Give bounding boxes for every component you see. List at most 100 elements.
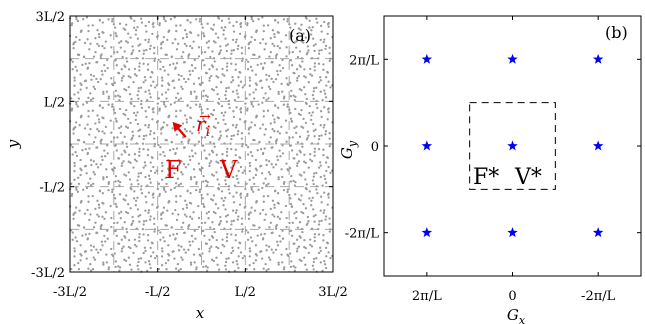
particle-point xyxy=(77,224,81,227)
particle-point xyxy=(310,227,314,230)
particle-point xyxy=(219,45,222,48)
particle-point xyxy=(175,200,178,203)
particle-point xyxy=(128,93,132,96)
particle-point xyxy=(183,128,187,131)
particle-point xyxy=(85,257,88,260)
particle-point xyxy=(290,205,293,208)
particle-point xyxy=(201,166,204,170)
particle-point xyxy=(253,139,256,142)
particle-point xyxy=(133,238,137,241)
particle-point xyxy=(93,173,97,176)
particle-point xyxy=(210,87,214,91)
particle-point xyxy=(280,168,283,171)
particle-point xyxy=(259,233,263,236)
particle-point xyxy=(121,226,124,229)
particle-point xyxy=(230,233,233,236)
particle-point xyxy=(257,103,260,106)
particle-point xyxy=(328,46,331,49)
particle-point xyxy=(203,221,207,224)
particle-point xyxy=(319,90,322,93)
particle-point xyxy=(219,81,223,84)
particle-point xyxy=(149,96,152,99)
particle-point xyxy=(230,166,233,169)
particle-point xyxy=(163,103,166,106)
particle-point xyxy=(322,40,325,44)
particle-point xyxy=(249,151,253,154)
particle-point xyxy=(133,73,137,76)
particle-point xyxy=(119,217,122,220)
particle-point xyxy=(89,262,92,266)
particle-point xyxy=(86,38,89,41)
particle-point xyxy=(265,159,268,162)
particle-point xyxy=(185,203,188,206)
particle-point xyxy=(225,220,229,223)
particle-point xyxy=(197,119,200,122)
particle-point xyxy=(97,203,101,206)
particle-point xyxy=(247,217,251,220)
particle-point xyxy=(96,199,99,202)
particle-point xyxy=(70,97,73,100)
particle-point xyxy=(197,34,200,37)
particle-point xyxy=(182,77,186,81)
particle-point xyxy=(118,184,121,187)
particle-point xyxy=(104,240,107,243)
particle-point xyxy=(142,166,145,169)
particle-point xyxy=(298,235,301,238)
particle-point xyxy=(281,90,284,93)
particle-point xyxy=(88,133,91,136)
particle-point xyxy=(175,133,179,136)
reciprocal-lattice-star xyxy=(507,227,518,238)
particle-point xyxy=(184,199,187,202)
particle-point xyxy=(313,236,316,239)
particle-point xyxy=(281,229,284,232)
particle-point xyxy=(118,193,122,196)
particle-point xyxy=(234,239,237,242)
particle-point xyxy=(255,254,258,257)
particle-point xyxy=(271,128,274,131)
particle-point xyxy=(130,97,133,101)
particle-point xyxy=(139,171,143,175)
particle-point xyxy=(273,203,276,206)
particle-point xyxy=(162,186,166,189)
particle-point xyxy=(326,118,329,121)
particle-point xyxy=(324,218,327,221)
particle-point xyxy=(93,258,97,261)
particle-point xyxy=(92,226,96,229)
particle-point xyxy=(101,73,104,76)
particle-point xyxy=(181,173,184,176)
particle-point xyxy=(208,247,211,250)
particle-point xyxy=(250,186,253,189)
particle-point xyxy=(171,127,174,130)
particle-point xyxy=(215,160,218,163)
particle-point xyxy=(115,34,118,37)
particle-point xyxy=(82,188,85,191)
panel-a-gridlines xyxy=(70,16,333,272)
particle-point xyxy=(73,255,76,258)
particle-point xyxy=(246,107,249,110)
particle-point xyxy=(276,44,280,48)
particle-point xyxy=(162,101,166,104)
particle-point xyxy=(131,215,134,219)
particle-point xyxy=(138,236,141,239)
particle-point xyxy=(193,261,196,264)
particle-point xyxy=(160,93,164,96)
particle-point xyxy=(253,53,256,57)
particle-point xyxy=(267,182,270,185)
particle-point xyxy=(237,246,240,250)
particle-point xyxy=(139,188,143,191)
particle-point xyxy=(312,44,315,47)
particle-point xyxy=(205,242,208,245)
particle-point xyxy=(138,154,141,157)
particle-point xyxy=(325,255,328,258)
particle-point xyxy=(160,161,164,165)
particle-point xyxy=(282,268,286,271)
particle-point xyxy=(157,97,161,100)
particle-point xyxy=(288,144,292,147)
particle-point xyxy=(140,21,144,24)
particle-point xyxy=(245,182,248,185)
particle-point xyxy=(210,112,213,116)
particle-point xyxy=(210,245,213,248)
particle-point xyxy=(306,222,309,225)
particle-point xyxy=(177,73,180,77)
particle-point xyxy=(75,206,78,209)
